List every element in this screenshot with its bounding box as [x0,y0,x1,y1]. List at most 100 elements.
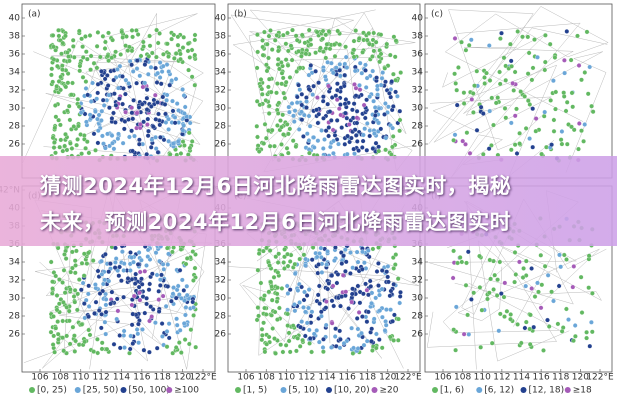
station-dot [129,128,134,134]
station-dot [72,270,78,276]
station-dot [78,132,83,137]
station-dot [129,48,135,54]
station-dot [49,72,54,78]
station-dot [337,61,343,67]
x-tick-label: 114 [513,373,530,383]
station-dot [93,282,98,287]
station-dot [72,287,78,293]
station-dot [374,331,379,337]
station-dot [94,43,100,49]
y-tick-label: 26 [412,140,424,150]
station-dot [304,320,310,326]
station-dot [111,341,117,347]
map-outline [454,248,600,321]
station-dot [487,108,493,114]
station-dot [185,41,191,46]
map-outline [442,33,575,114]
station-dot [174,316,179,322]
station-dot [82,339,87,345]
station-dot [515,322,520,327]
station-dot [352,82,357,87]
station-dot [542,59,548,65]
station-dot [190,249,196,254]
station-dot [105,83,111,88]
station-dot [136,321,141,327]
station-dot [142,268,148,274]
station-dot [589,319,594,325]
legend-marker [326,387,332,393]
station-dot [315,95,320,100]
station-dot [285,263,291,269]
station-dot [296,48,301,54]
station-dot [307,336,313,341]
station-dot [264,41,270,47]
station-dot [275,56,281,62]
station-dot [301,134,306,139]
station-dot [79,322,85,327]
station-dot [141,44,146,49]
station-dot [364,319,370,325]
station-dot [548,98,554,103]
station-dot [463,282,469,288]
station-dot [78,287,84,293]
station-dot [266,84,271,90]
station-dot [179,295,184,301]
station-dot [367,41,372,47]
station-dot [123,109,128,115]
station-dot [109,116,115,121]
station-dot [342,247,348,253]
station-dot [280,112,286,118]
station-dot [58,137,64,143]
station-dot [149,50,155,56]
station-dot [127,346,133,352]
station-dot [148,64,154,70]
station-dot [135,262,141,267]
station-dot [582,70,588,75]
station-dot [283,57,289,63]
station-dot [452,132,458,138]
station-dot [542,263,548,269]
station-dot [117,333,123,338]
station-dot [474,127,480,133]
station-dot [106,278,112,284]
station-dot [452,36,458,41]
station-dot [370,348,375,353]
station-dot [158,277,163,283]
station-dot [392,312,397,318]
station-dot [137,290,142,296]
x-tick-label: 110 [278,373,295,383]
station-dot [290,138,296,144]
station-dot [385,264,391,269]
station-dot [295,335,301,341]
station-dot [95,116,100,122]
station-dot [304,99,309,104]
station-dot [133,271,139,277]
station-dot [285,150,291,156]
station-dot [326,125,332,130]
station-dot [383,322,389,328]
y-tick-label: 40 [412,14,424,24]
legend-marker [564,387,571,393]
station-dot [343,268,348,274]
station-dot [80,280,86,286]
station-dot [388,307,393,313]
station-dot [54,293,60,298]
station-dot [479,307,485,313]
station-dot [342,101,348,107]
station-dot [176,292,182,297]
station-dot [292,308,298,314]
station-dot [464,260,469,266]
station-dot [144,107,150,112]
station-dot [347,139,352,145]
station-dot [306,113,312,119]
station-dot [116,273,122,279]
station-dot [570,104,576,110]
station-dot [186,67,191,73]
station-dot [103,145,108,151]
station-dot [93,147,98,153]
station-dot [166,138,171,144]
station-dot [471,110,476,115]
station-dot [309,349,314,355]
station-dot [359,145,365,150]
station-dot [530,106,536,112]
